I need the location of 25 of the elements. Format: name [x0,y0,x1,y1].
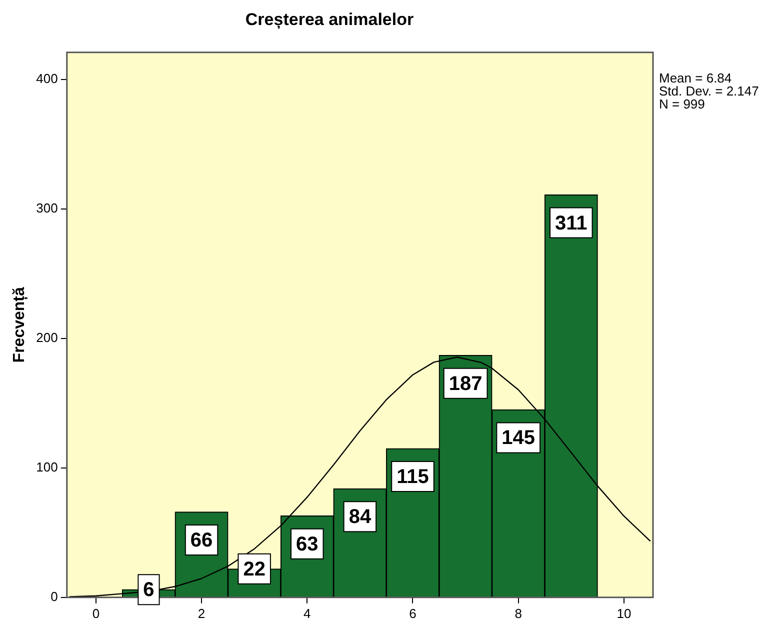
x-tick-label: 8 [514,606,522,621]
data-label: 115 [396,466,429,488]
chart-title: Creșterea animalelor [245,10,414,29]
y-tick-label: 100 [36,460,58,475]
data-label: 84 [348,506,372,528]
y-tick-label: 400 [36,71,58,86]
x-tick-label: 2 [198,606,206,621]
data-label: 187 [448,372,482,395]
data-label: 22 [243,558,266,580]
data-label: 145 [502,427,536,450]
data-label: 311 [555,212,588,234]
data-label: 63 [296,533,318,556]
y-tick-label: 300 [36,200,58,216]
x-tick-label: 0 [92,606,100,621]
text: N = 999 [659,96,705,112]
y-axis-title: Frecvență [11,287,28,363]
x-tick-label: 4 [304,606,311,621]
y-tick-label: 0 [50,588,58,604]
data-label: 66 [190,529,213,552]
text: Mean = 6.84 [659,70,732,86]
text: Std. Dev. = 2.147 [659,83,759,98]
data-label: 6 [143,579,154,602]
x-tick-label: 10 [616,606,632,621]
x-tick-label: 6 [409,606,416,621]
y-tick-label: 200 [36,330,58,346]
